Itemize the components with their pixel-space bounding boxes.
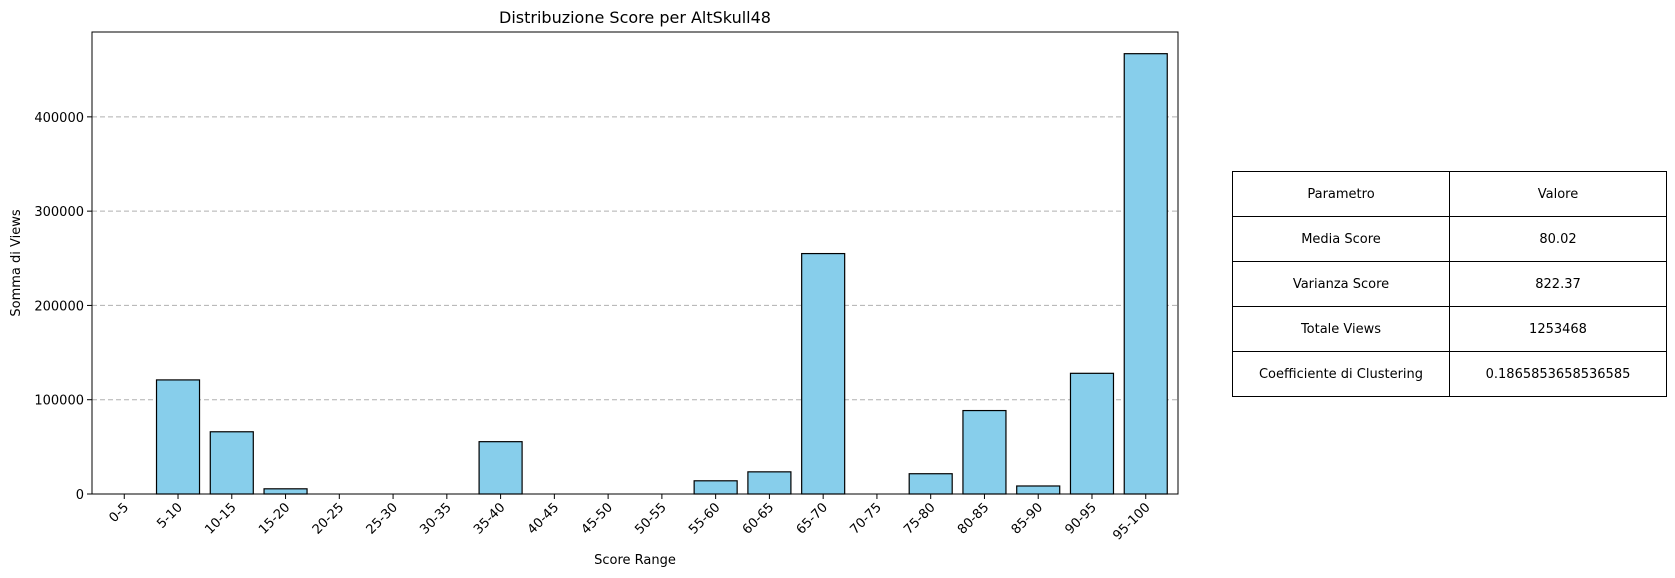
bar-80-85 <box>962 409 1007 495</box>
x-tick-label: 50-55 <box>632 500 669 537</box>
x-tick-label: 15-20 <box>256 500 293 537</box>
bar-35-40 <box>478 441 523 495</box>
bar-55-60 <box>693 480 738 495</box>
x-tick-label: 10-15 <box>202 500 239 537</box>
stats-table: Parametro Valore Media Score 80.02 Varia… <box>1232 171 1667 397</box>
x-tick-label: 55-60 <box>686 500 723 537</box>
x-tick-label: 65-70 <box>794 500 831 537</box>
x-tick-label: 70-75 <box>847 500 884 537</box>
bar-60-65 <box>747 471 792 495</box>
x-tick-label: 90-95 <box>1062 500 1099 537</box>
table-header-cell: Parametro <box>1232 171 1450 217</box>
table-cell-parameter: Media Score <box>1232 216 1450 262</box>
bar-95-100 <box>1123 53 1168 495</box>
table-cell-value: 822.37 <box>1449 261 1667 307</box>
table-header-cell: Valore <box>1449 171 1667 217</box>
y-tick-label: 200000 <box>34 299 84 314</box>
x-tick-label: 25-30 <box>364 500 401 537</box>
x-tick-label: 85-90 <box>1009 500 1046 537</box>
x-tick-label: 80-85 <box>955 500 992 537</box>
x-tick-label: 45-50 <box>579 500 616 537</box>
bar-5-10 <box>155 379 201 495</box>
table-cell-value: 0.1865853658536585 <box>1449 351 1667 397</box>
table-cell-value: 80.02 <box>1449 216 1667 262</box>
x-tick-label: 75-80 <box>901 500 938 537</box>
table-cell-parameter: Totale Views <box>1232 306 1450 352</box>
x-tick-label: 95-100 <box>1110 500 1153 543</box>
y-axis-ticks: 0 100000 200000 300000 400000 <box>34 111 92 503</box>
y-axis-label: Somma di Views <box>9 209 24 316</box>
table-row: Totale Views 1253468 <box>1232 306 1667 352</box>
table-cell-parameter: Coefficiente di Clustering <box>1232 351 1450 397</box>
bar-90-95 <box>1069 372 1115 495</box>
x-tick-label: 0-5 <box>106 500 132 526</box>
y-tick-label: 100000 <box>34 394 84 409</box>
table-row: Varianza Score 822.37 <box>1232 261 1667 307</box>
table-row: Coefficiente di Clustering 0.18658536585… <box>1232 351 1667 397</box>
x-tick-label: 35-40 <box>471 500 508 537</box>
table-header-row: Parametro Valore <box>1232 171 1667 217</box>
x-tick-label: 60-65 <box>740 500 777 537</box>
y-tick-label: 300000 <box>34 205 84 220</box>
bars <box>155 53 1168 495</box>
table-row: Media Score 80.02 <box>1232 216 1667 262</box>
bar-10-15 <box>209 431 254 495</box>
bar-75-80 <box>908 473 953 495</box>
bar-65-70 <box>801 252 846 495</box>
bar-85-90 <box>1016 485 1061 495</box>
grid-lines <box>92 116 1178 401</box>
stats-table-container: Parametro Valore Media Score 80.02 Varia… <box>1232 171 1667 397</box>
y-tick-label: 400000 <box>34 111 84 126</box>
table-cell-parameter: Varianza Score <box>1232 261 1450 307</box>
x-tick-label: 30-35 <box>417 500 454 537</box>
chart-title: Distribuzione Score per AltSkull48 <box>499 8 771 27</box>
plot-frame <box>91 31 1179 495</box>
x-tick-label: 20-25 <box>310 500 347 537</box>
x-axis-ticks: 0-5 5-10 10-15 15-20 20-25 25-30 30-35 35-40 40-… <box>106 494 1154 543</box>
bar-15-20 <box>263 488 308 495</box>
x-tick-label: 5-10 <box>154 500 185 531</box>
x-tick-label: 40-45 <box>525 500 562 537</box>
x-axis-label: Score Range <box>594 553 676 568</box>
y-tick-label: 0 <box>76 488 84 503</box>
table-cell-value: 1253468 <box>1449 306 1667 352</box>
